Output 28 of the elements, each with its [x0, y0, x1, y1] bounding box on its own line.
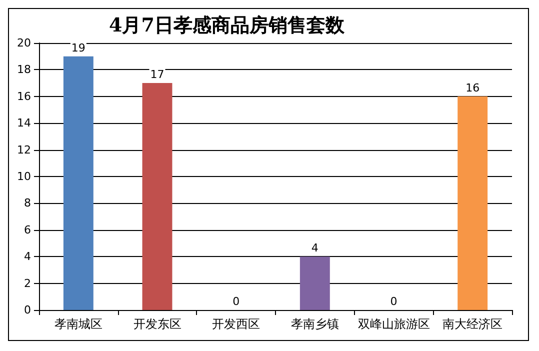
bar	[63, 56, 94, 310]
bar	[458, 96, 488, 310]
y-tick-label: 0	[24, 304, 31, 316]
y-tick-label: 6	[24, 223, 31, 236]
data-label: 0	[232, 295, 240, 308]
x-tick-label: 孝南乡镇	[290, 317, 339, 331]
y-tick-label: 12	[17, 143, 31, 156]
y-tick-label: 2	[24, 276, 31, 290]
x-tick-label: 南大经济区	[442, 317, 503, 331]
y-tick-label: 8	[24, 196, 31, 210]
bar	[142, 83, 172, 310]
data-label: 4	[311, 242, 318, 255]
x-tick-label: 孝南城区	[54, 317, 102, 331]
data-label: 19	[71, 41, 86, 54]
y-tick-label: 10	[17, 170, 31, 183]
y-tick-label: 14	[17, 116, 31, 130]
x-tick-label: 双峰山旅游区	[358, 317, 430, 331]
bar	[300, 256, 330, 310]
chart-title: 4月7日孝感商品房销售套数	[109, 14, 346, 36]
y-tick-label: 20	[17, 36, 31, 50]
x-tick-label: 开发西区	[212, 317, 260, 331]
data-label: 16	[466, 81, 480, 94]
y-tick-label: 16	[17, 90, 31, 103]
y-tick-label: 4	[24, 250, 31, 264]
x-tick-label: 开发东区	[133, 317, 182, 331]
data-label: 17	[150, 68, 164, 82]
data-label: 0	[390, 295, 398, 308]
y-tick-label: 18	[17, 63, 31, 76]
